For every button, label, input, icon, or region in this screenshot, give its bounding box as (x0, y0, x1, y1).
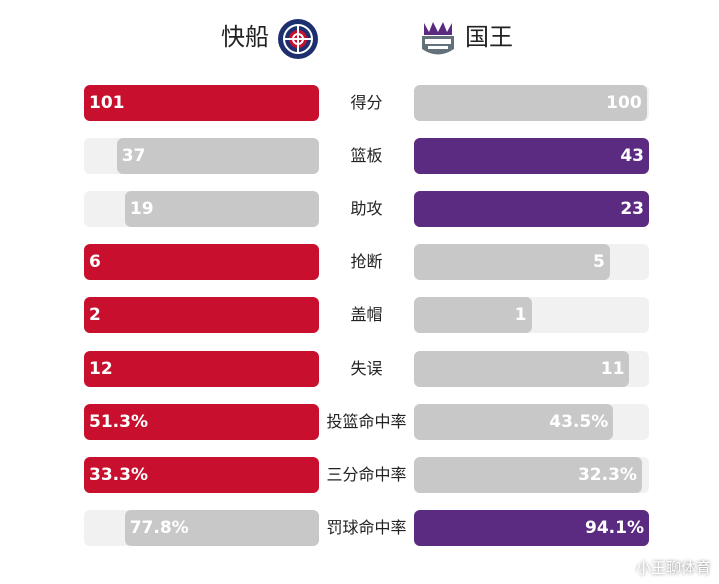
stat-label: 失误 (350, 358, 383, 378)
header: 快船 国王 (0, 0, 719, 80)
home-bar: 12 (84, 350, 319, 387)
home-value-label: 37 (121, 146, 146, 167)
away-bar: 23 (414, 191, 649, 228)
home-bar-track: 51.3% (84, 403, 319, 440)
away-bar-track: 11 (414, 350, 649, 387)
kings-logo-icon (422, 22, 454, 55)
home-value-label: 19 (129, 199, 154, 220)
away-value-label: 32.3% (577, 464, 637, 485)
stat-label: 篮板 (350, 146, 383, 166)
home-bar-track: 12 (84, 350, 319, 387)
home-bar: 6 (84, 244, 319, 281)
home-bar-track: 2 (84, 297, 319, 334)
home-value-label: 2 (89, 305, 101, 326)
home-value-label: 101 (89, 93, 125, 113)
away-bar: 1 (414, 297, 532, 334)
home-bar-track: 101 (84, 85, 319, 121)
stat-row: 6 抢断 5 (0, 244, 719, 281)
away-bar: 43 (414, 138, 649, 175)
stat-label: 盖帽 (350, 305, 383, 325)
stat-label: 投篮命中率 (326, 411, 407, 431)
away-value-label: 5 (592, 252, 605, 273)
stat-row: 51.3% 投篮命中率 43.5% (0, 403, 719, 440)
stat-row: 2 盖帽 1 (0, 297, 719, 334)
stat-row: 77.8% 罚球命中率 94.1% (0, 509, 719, 546)
stat-label: 得分 (350, 93, 383, 112)
home-bar-track: 6 (84, 244, 319, 281)
home-bar-track: 33.3% (84, 456, 319, 493)
stat-label: 三分命中率 (326, 464, 407, 484)
away-value-label: 11 (600, 358, 625, 379)
away-bar-track: 23 (414, 191, 649, 228)
away-value-label: 94.1% (585, 517, 644, 538)
away-bar-track: 5 (414, 244, 649, 281)
stat-label: 罚球命中率 (326, 517, 407, 537)
home-bar: 37 (116, 138, 319, 175)
stat-row: 19 助攻 23 (0, 191, 719, 228)
home-bar-track: 19 (84, 191, 319, 228)
away-value-label: 43 (620, 146, 644, 167)
away-bar-track: 94.1% (414, 509, 649, 546)
away-bar-track: 43.5% (414, 403, 649, 440)
home-bar: 51.3% (84, 403, 319, 440)
home-bar: 77.8% (124, 509, 319, 546)
away-bar: 5 (414, 244, 610, 281)
away-value-label: 100 (606, 93, 642, 113)
stat-row: 37 篮板 43 (0, 138, 719, 175)
home-value-label: 51.3% (89, 411, 148, 432)
away-value-label: 43.5% (549, 411, 609, 432)
home-bar: 33.3% (84, 456, 319, 493)
away-bar: 32.3% (414, 456, 642, 493)
home-value-label: 77.8% (129, 517, 189, 538)
away-bar: 11 (414, 350, 630, 387)
away-team-name: 国王 (465, 23, 513, 51)
home-bar-track: 77.8% (84, 509, 319, 546)
away-bar: 100 (414, 85, 647, 121)
away-bar-track: 32.3% (414, 456, 649, 493)
watermark: 小王聊体育 (635, 559, 711, 577)
stat-row: 33.3% 三分命中率 32.3% (0, 456, 719, 493)
home-value-label: 33.3% (89, 464, 148, 485)
away-bar-track: 100 (414, 85, 649, 121)
stat-row: 101 得分 100 (0, 85, 719, 121)
home-bar: 101 (84, 85, 319, 121)
home-value-label: 6 (89, 252, 101, 273)
away-bar-track: 43 (414, 138, 649, 175)
home-bar: 2 (84, 297, 319, 334)
stat-label: 助攻 (350, 199, 383, 219)
home-value-label: 12 (89, 358, 113, 379)
away-value-label: 23 (620, 199, 644, 220)
stat-label: 抢断 (350, 252, 383, 272)
clippers-logo-icon (278, 19, 318, 59)
away-value-label: 1 (514, 305, 527, 326)
away-bar: 94.1% (414, 509, 649, 546)
home-bar: 19 (124, 191, 319, 228)
stat-row: 12 失误 11 (0, 350, 719, 387)
home-bar-track: 37 (84, 138, 319, 175)
away-bar: 43.5% (414, 403, 614, 440)
away-bar-track: 1 (414, 297, 649, 334)
home-team-name: 快船 (221, 23, 269, 51)
